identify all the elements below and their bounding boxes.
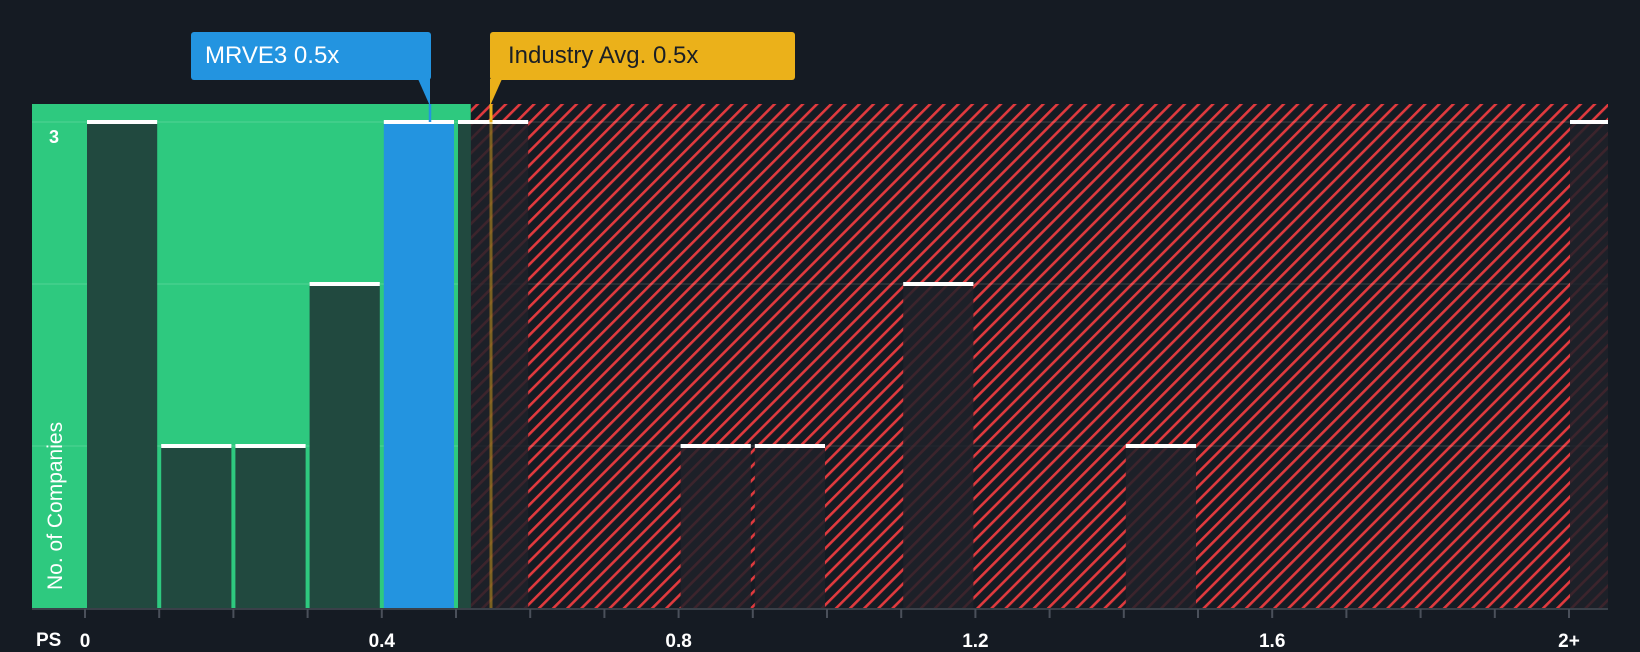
- bar-cap: [1570, 120, 1608, 124]
- histogram-bar: [903, 284, 974, 608]
- bar-cap: [1125, 444, 1196, 448]
- company-callout: MRVE3 0.5x: [191, 32, 431, 80]
- histogram-bar: [161, 446, 232, 608]
- x-tick-label: 0.8: [665, 631, 691, 650]
- bar-cap: [309, 282, 380, 286]
- histogram-bar: [754, 446, 825, 608]
- x-axis: 0 0.4 0.8 1.2 1.6 2+: [32, 608, 1608, 650]
- histogram-bar: [383, 122, 454, 608]
- y-max-tick-label: 3: [49, 127, 60, 147]
- bar-cap: [87, 120, 158, 124]
- x-tick-label: 2+: [1558, 631, 1580, 650]
- x-tick-label: 0: [80, 631, 91, 650]
- histogram-bar: [309, 284, 380, 608]
- overvalued-zone: [470, 104, 1609, 608]
- histogram-bar: [235, 446, 306, 608]
- x-axis-title: PS: [36, 630, 62, 651]
- bar-cap: [161, 444, 232, 448]
- histogram-bar: [1570, 122, 1608, 608]
- histogram-bar: [87, 122, 158, 608]
- histogram-bar: [1125, 446, 1196, 608]
- bar-cap: [383, 120, 454, 124]
- x-tick-label: 1.6: [1259, 631, 1285, 650]
- histogram-bar: [680, 446, 751, 608]
- x-tick-label: 0.4: [369, 631, 396, 650]
- x-tick-label: 1.2: [962, 631, 988, 650]
- marker-lines: [428, 104, 493, 608]
- y-axis-title: No. of Companies: [44, 421, 67, 590]
- bar-cap: [903, 282, 974, 286]
- bar-cap: [458, 120, 529, 124]
- bar-cap: [754, 444, 825, 448]
- histogram-bars: [87, 120, 1608, 608]
- industry-avg-callout: Industry Avg. 0.5x: [490, 32, 795, 80]
- bar-cap: [680, 444, 751, 448]
- bar-cap: [235, 444, 306, 448]
